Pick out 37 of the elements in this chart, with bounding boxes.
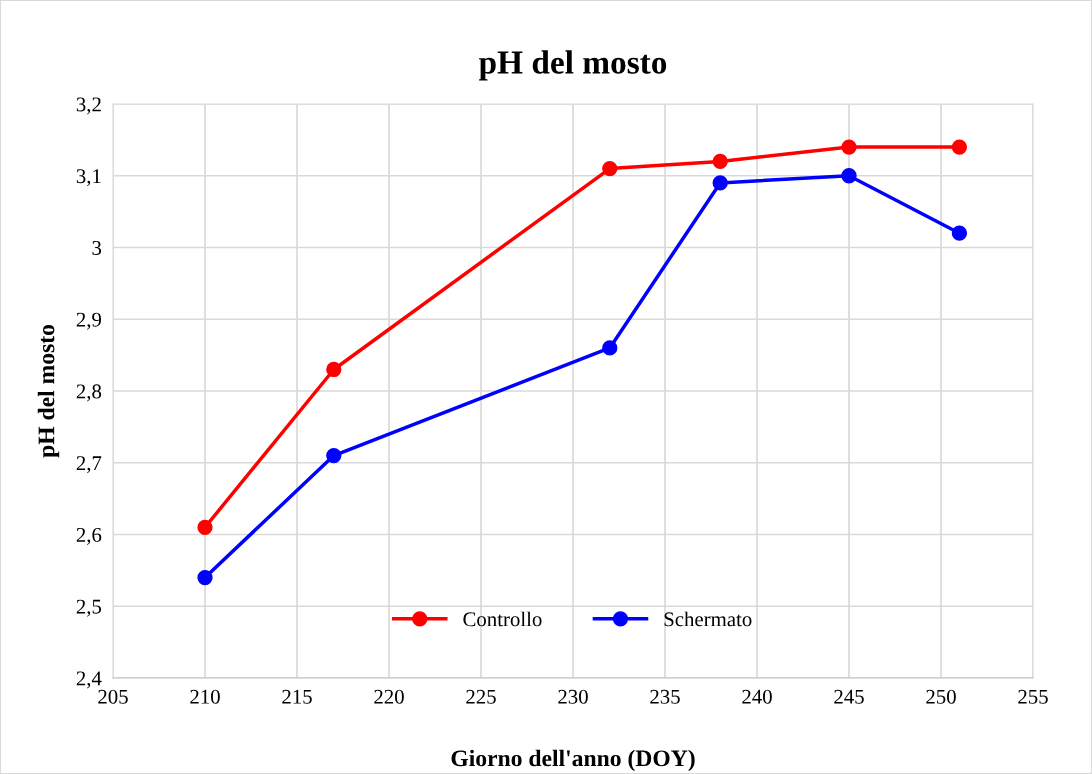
legend-label: Schermato	[664, 611, 752, 627]
x-tick-label: 230	[558, 689, 588, 704]
y-axis-title: pH del mosto	[37, 325, 60, 458]
x-axis-title: Giorno dell'anno (DOY)	[451, 749, 695, 772]
y-tick-label: 2,9	[76, 312, 102, 330]
y-tick-label: 2,6	[76, 527, 102, 545]
x-tick-label: 210	[190, 689, 220, 704]
y-tick-label: 2,7	[76, 456, 102, 474]
x-tick-label: 220	[374, 689, 404, 704]
x-tick-label: 215	[282, 689, 312, 704]
point	[326, 447, 342, 464]
point	[712, 153, 728, 170]
y-tick-label: 2,4	[76, 671, 102, 689]
point	[951, 225, 968, 241]
x-tick-label: 245	[834, 689, 864, 704]
y-tick-label: 2,5	[76, 599, 102, 617]
x-tick-label: 225	[466, 689, 496, 704]
x-tick-label: 250	[926, 689, 956, 704]
x-tick-label: 240	[742, 689, 772, 704]
y-tick-label: 3,2	[76, 97, 101, 115]
y-tick-label: 2,8	[76, 384, 102, 402]
x-tick-label: 205	[98, 689, 128, 704]
point	[197, 519, 213, 535]
point	[951, 139, 968, 155]
point	[197, 569, 213, 586]
point	[841, 168, 857, 184]
legend-label: Controllo	[463, 611, 542, 627]
point	[841, 139, 857, 155]
x-tick-label: 235	[650, 689, 680, 704]
point	[602, 160, 618, 177]
point	[712, 175, 728, 191]
y-tick-label: 3	[92, 240, 102, 255]
x-tick-label: 255	[1018, 689, 1048, 704]
y-tick-label: 3,1	[76, 169, 101, 187]
chart-title: pH del mosto	[478, 50, 667, 81]
point	[602, 340, 618, 356]
point	[326, 361, 342, 378]
